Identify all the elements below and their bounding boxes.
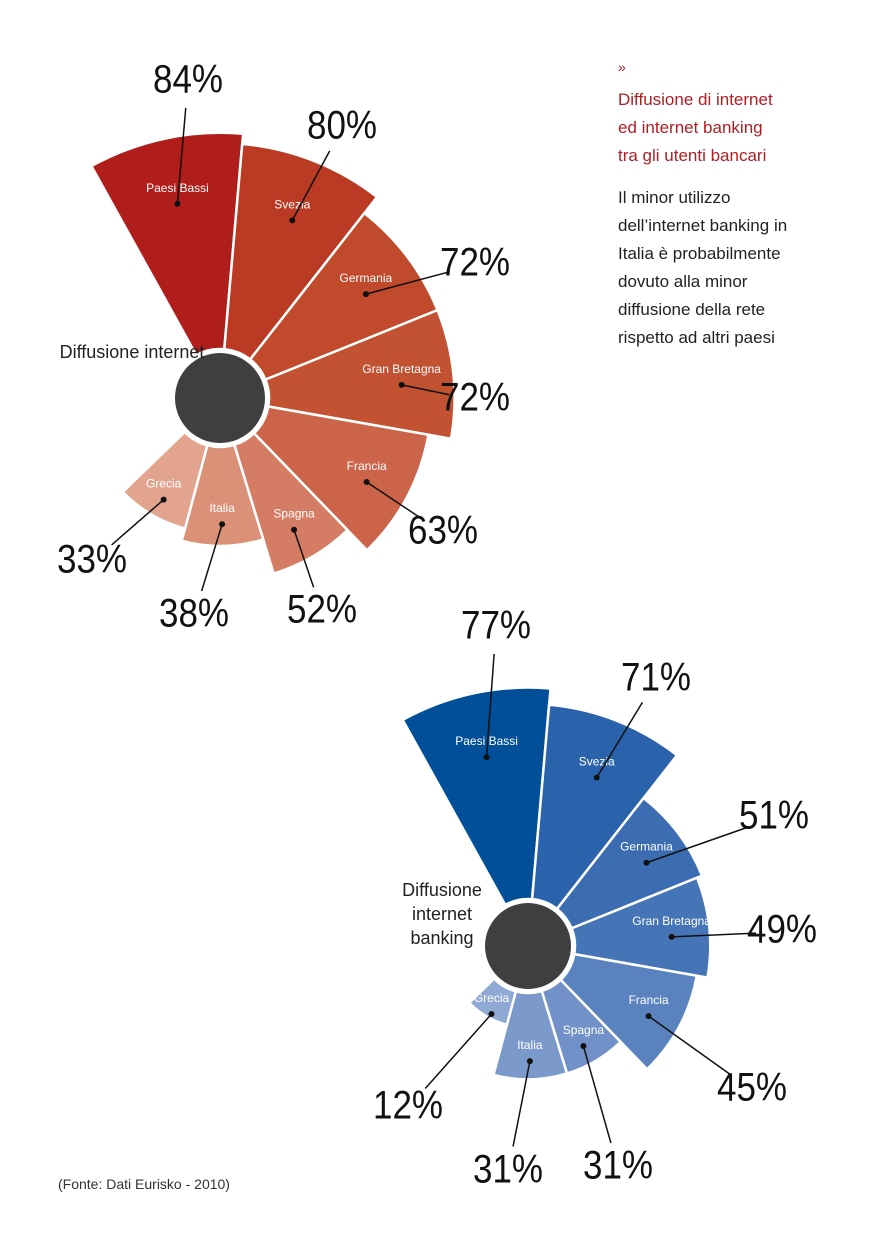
sector-spagna bbox=[540, 978, 623, 1076]
leader-line-gran-bretagna bbox=[401, 384, 450, 396]
value-label-italia: 38% bbox=[159, 592, 229, 636]
sector-svezia bbox=[530, 703, 679, 911]
value-label-svezia: 71% bbox=[621, 656, 691, 700]
sidebar-description: Il minor utilizzo dell’internet banking … bbox=[618, 188, 788, 347]
value-label-paesi-bassi: 77% bbox=[461, 604, 531, 648]
category-label-spagna: Spagna bbox=[563, 1023, 605, 1037]
sector-grecia bbox=[121, 430, 209, 531]
sector-svezia bbox=[222, 142, 379, 362]
chart-title: Diffusione internet banking bbox=[402, 880, 482, 948]
sector-italia bbox=[180, 443, 265, 548]
leader-line-grecia bbox=[424, 1013, 493, 1090]
value-label-spagna: 31% bbox=[583, 1144, 653, 1188]
chevron-down-icon: » bbox=[618, 59, 626, 75]
leader-line-germania bbox=[365, 270, 451, 295]
category-label-francia: Francia bbox=[347, 459, 387, 473]
sector-paesi-bassi bbox=[89, 131, 245, 357]
leader-line-italia bbox=[512, 1060, 531, 1147]
value-label-gran-bretagna: 49% bbox=[747, 908, 817, 952]
leader-line-paesi-bassi bbox=[176, 107, 187, 204]
leader-line-svezia bbox=[291, 150, 331, 221]
value-label-francia: 63% bbox=[408, 509, 478, 553]
leader-line-spagna bbox=[582, 1045, 612, 1144]
sidebar-title: Diffusione di internet ed internet banki… bbox=[618, 90, 773, 165]
leader-line-gran-bretagna bbox=[671, 932, 757, 938]
leader-line-francia bbox=[648, 1015, 732, 1076]
leader-line-spagna bbox=[293, 529, 315, 588]
value-label-germania: 51% bbox=[739, 794, 809, 838]
category-label-paesi-bassi: Paesi Bassi bbox=[455, 734, 518, 748]
leader-line-italia bbox=[200, 523, 223, 592]
category-label-grecia: Grecia bbox=[474, 991, 510, 1005]
sector-spagna bbox=[232, 431, 350, 576]
sector-gran-bretagna bbox=[569, 876, 712, 980]
chart-title: Diffusione internet bbox=[60, 342, 205, 362]
category-label-paesi-bassi: Paesi Bassi bbox=[146, 181, 209, 195]
sector-gran-bretagna bbox=[263, 308, 456, 441]
leader-line-grecia bbox=[111, 499, 165, 546]
category-label-germania: Germania bbox=[620, 840, 673, 854]
polar-chart-2: Paesi Bassi 77% Svezia 71% Germania 51% Gran B… bbox=[373, 604, 817, 1192]
sidebar: » Diffusione di internet ed internet ban… bbox=[618, 60, 848, 352]
center-hub bbox=[485, 903, 571, 989]
value-label-grecia: 33% bbox=[57, 538, 127, 582]
value-label-grecia: 12% bbox=[373, 1084, 443, 1128]
value-label-germania: 72% bbox=[440, 241, 510, 285]
category-label-italia: Italia bbox=[209, 501, 235, 515]
sector-paesi-bassi bbox=[401, 686, 552, 907]
category-label-svezia: Svezia bbox=[274, 197, 310, 211]
category-label-germania: Germania bbox=[340, 271, 393, 285]
leader-line-francia bbox=[366, 481, 422, 520]
category-label-gran-bretagna: Gran Bretagna bbox=[632, 914, 711, 928]
category-label-grecia: Grecia bbox=[146, 477, 182, 491]
category-label-spagna: Spagna bbox=[273, 507, 315, 521]
sector-francia bbox=[252, 405, 430, 553]
source-note: (Fonte: Dati Eurisko - 2010) bbox=[58, 1176, 230, 1192]
value-label-svezia: 80% bbox=[307, 104, 377, 148]
category-label-gran-bretagna: Gran Bretagna bbox=[362, 362, 441, 376]
center-hub bbox=[175, 353, 265, 443]
value-label-spagna: 52% bbox=[287, 588, 357, 632]
value-label-paesi-bassi: 84% bbox=[153, 58, 223, 102]
sector-francia bbox=[558, 952, 699, 1072]
sector-germania bbox=[555, 796, 704, 931]
leader-line-germania bbox=[646, 825, 750, 864]
sector-germania bbox=[248, 211, 440, 382]
leader-line-paesi-bassi bbox=[485, 653, 495, 758]
sector-italia bbox=[491, 989, 569, 1081]
category-label-francia: Francia bbox=[629, 993, 669, 1007]
leader-line-svezia bbox=[596, 701, 644, 778]
value-label-italia: 31% bbox=[473, 1148, 543, 1192]
category-label-italia: Italia bbox=[517, 1038, 543, 1052]
category-label-svezia: Svezia bbox=[579, 755, 615, 769]
value-label-gran-bretagna: 72% bbox=[440, 376, 510, 420]
sector-grecia bbox=[467, 976, 518, 1027]
